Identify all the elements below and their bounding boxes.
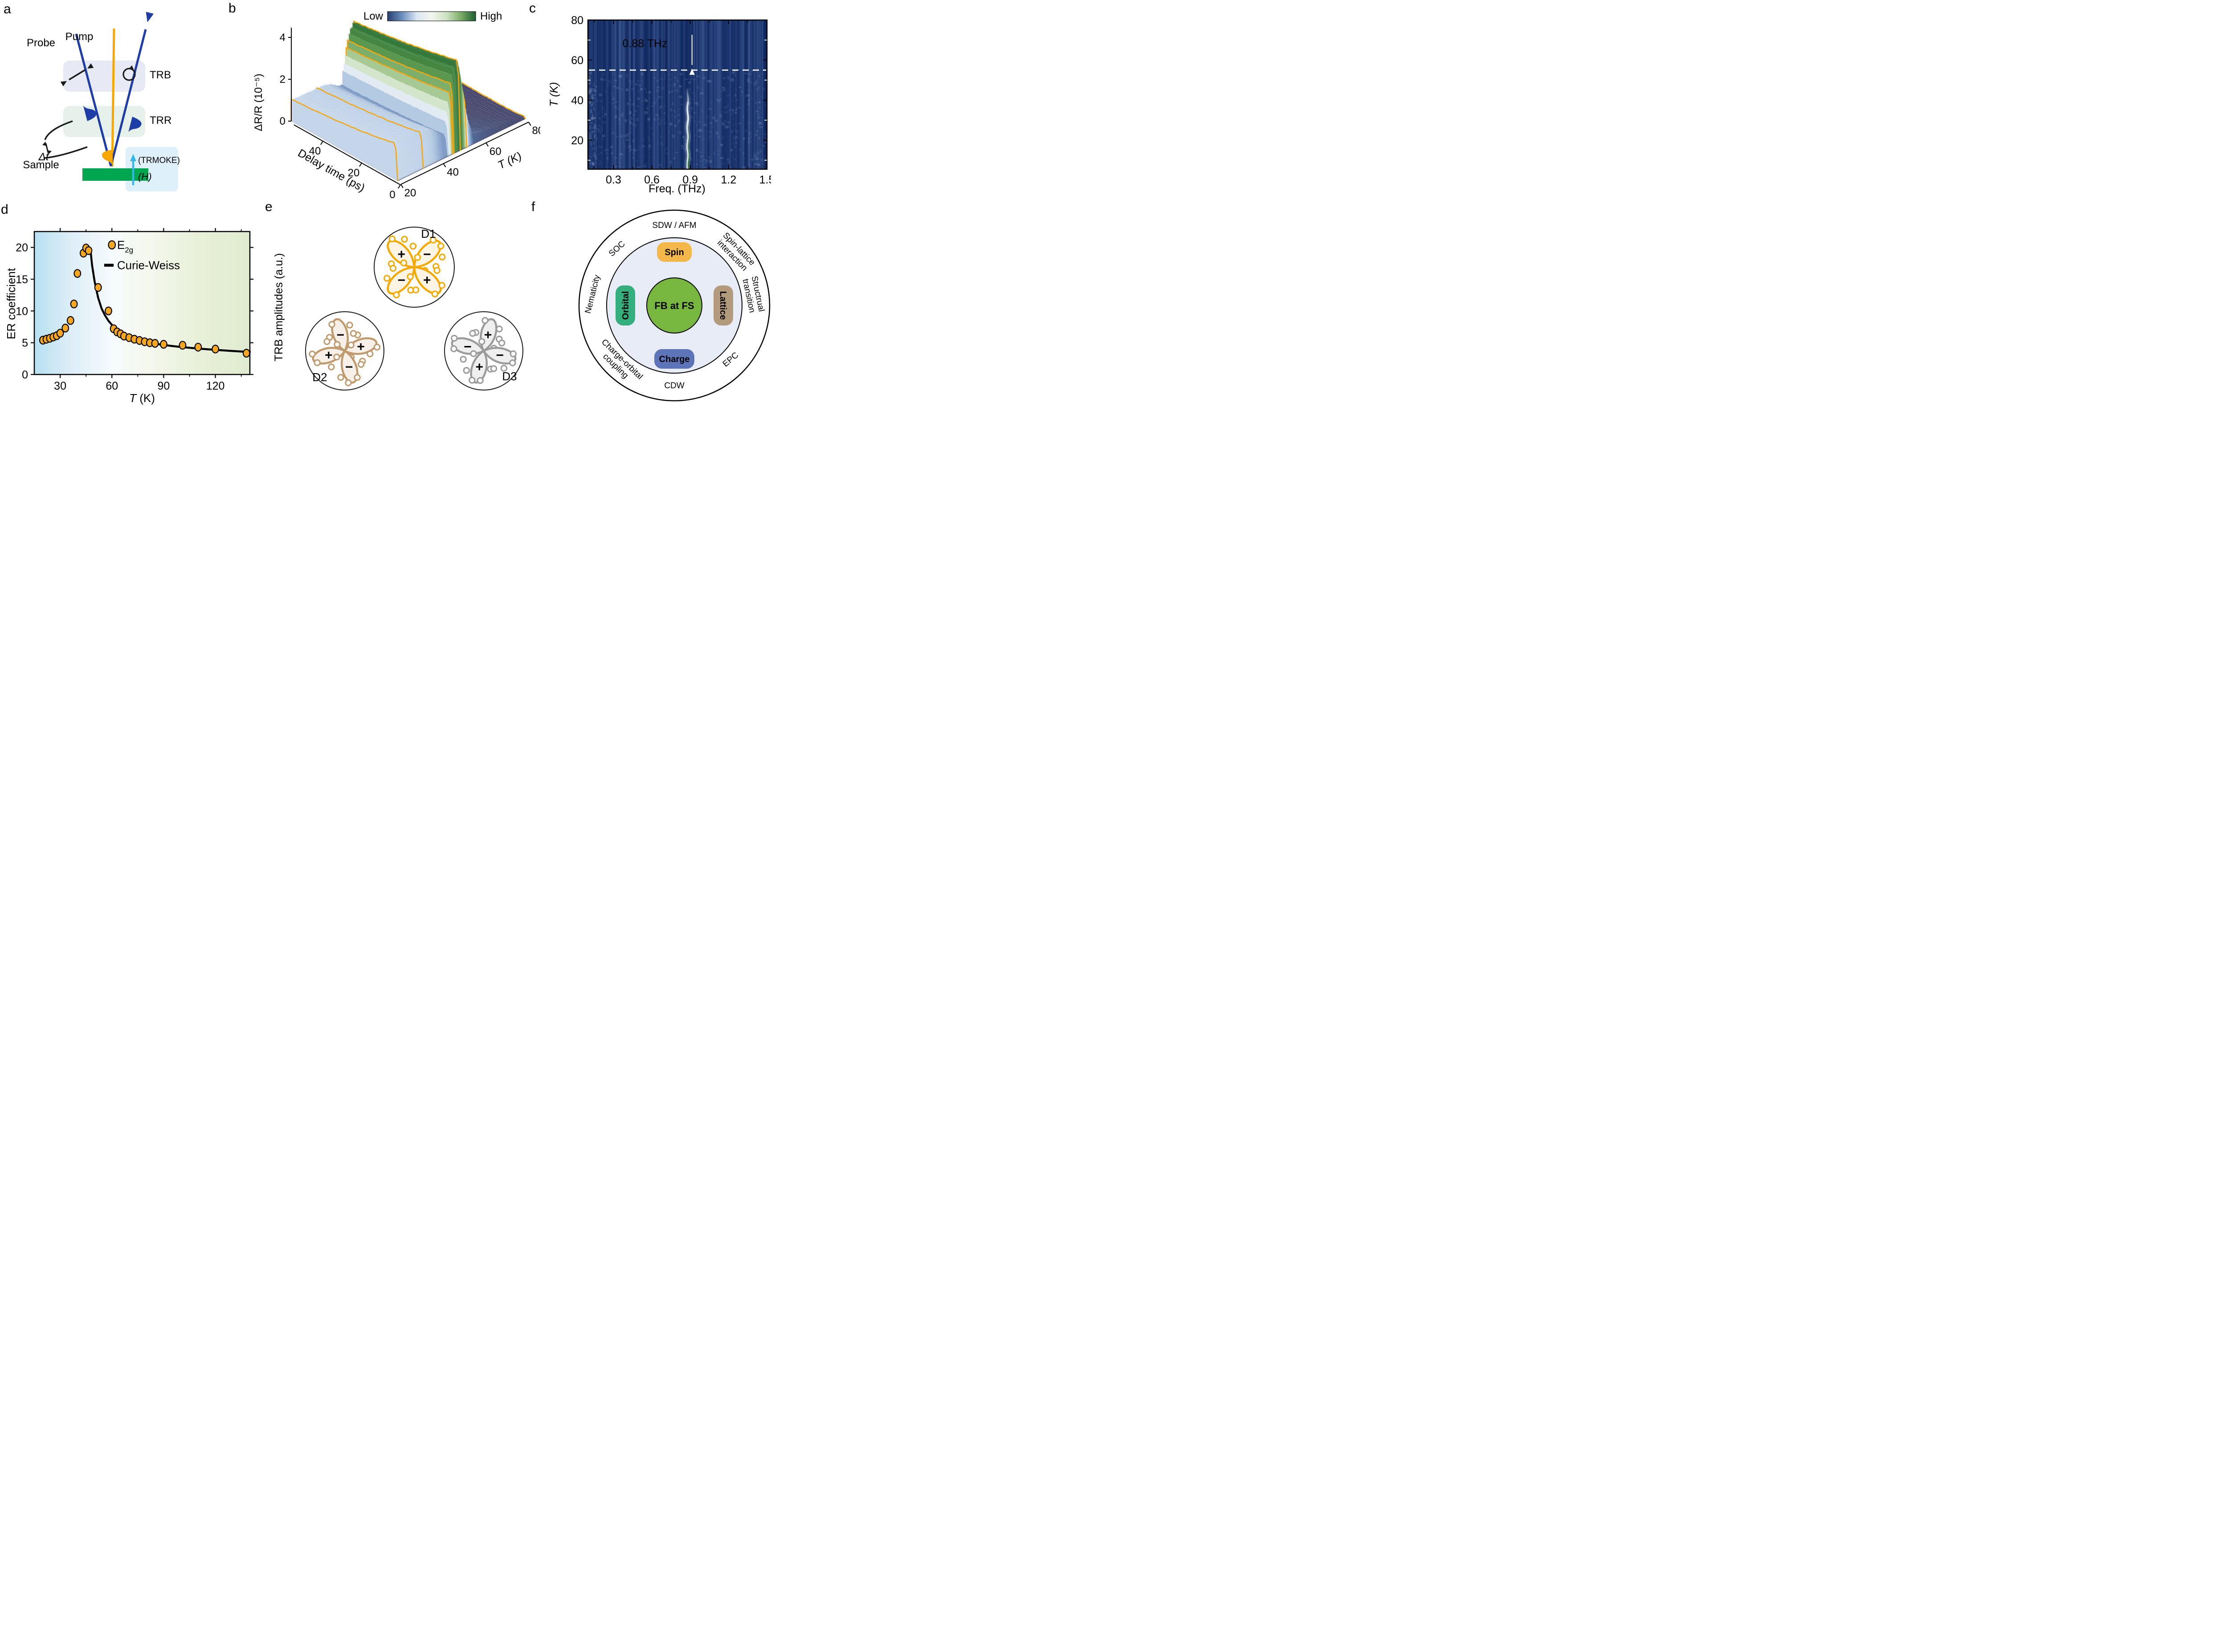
svg-text:80: 80 — [571, 14, 583, 27]
svg-text:CDW: CDW — [664, 381, 684, 391]
svg-text:E2g: E2g — [117, 238, 133, 254]
panel-f-ring-diagram: FB at FS Spin Charge Orbital Lattice SDW / AF… — [578, 209, 771, 402]
svg-text:+: + — [484, 328, 492, 342]
svg-text:4: 4 — [280, 32, 286, 44]
svg-text:−: − — [397, 273, 405, 288]
svg-text:60: 60 — [489, 146, 502, 158]
svg-text:15: 15 — [16, 273, 28, 286]
svg-text:80: 80 — [532, 125, 540, 137]
svg-text:60: 60 — [571, 54, 583, 67]
svg-text:20: 20 — [16, 242, 28, 254]
svg-text:(H): (H) — [138, 171, 152, 182]
svg-text:(TRMOKE): (TRMOKE) — [138, 156, 180, 165]
svg-text:0: 0 — [280, 115, 286, 127]
svg-text:TRB: TRB — [150, 69, 171, 81]
svg-text:D3: D3 — [502, 370, 517, 383]
svg-text:High: High — [480, 10, 502, 22]
panel-e-polar-roses: TRB amplitudes (a.u.) +−+−D2+−+−D3−+− +D1 — [273, 227, 523, 391]
svg-text:TRB amplitudes (a.u.): TRB amplitudes (a.u.) — [273, 253, 285, 361]
svg-text:40: 40 — [447, 166, 459, 178]
svg-text:Freq. (THz): Freq. (THz) — [649, 183, 706, 195]
svg-text:40: 40 — [309, 145, 321, 157]
svg-text:D2: D2 — [312, 370, 327, 384]
svg-text:20: 20 — [404, 187, 416, 199]
svg-text:+: + — [423, 273, 431, 288]
svg-text:20: 20 — [348, 167, 360, 179]
svg-text:0: 0 — [389, 189, 395, 201]
svg-text:D1: D1 — [421, 227, 436, 240]
svg-text:30: 30 — [54, 380, 66, 392]
svg-text:20: 20 — [571, 134, 583, 147]
svg-text:−: − — [345, 360, 353, 374]
svg-text:−: − — [337, 328, 345, 342]
svg-text:+: + — [397, 247, 405, 262]
svg-text:T (K): T (K) — [548, 82, 560, 107]
svg-text:0.88 THz: 0.88 THz — [623, 37, 668, 50]
panel-b-label: b — [228, 1, 236, 16]
svg-text:Charge: Charge — [659, 354, 690, 364]
svg-text:Orbital: Orbital — [621, 291, 631, 320]
svg-text:TRR: TRR — [150, 114, 171, 126]
svg-text:SDW / AFM: SDW / AFM — [652, 221, 696, 230]
svg-text:0.3: 0.3 — [606, 174, 621, 186]
svg-text:0.9: 0.9 — [682, 174, 698, 186]
svg-text:+: + — [357, 339, 365, 354]
svg-text:Sample: Sample — [23, 159, 59, 171]
svg-text:Spin: Spin — [665, 248, 684, 257]
svg-text:−: − — [496, 348, 504, 363]
svg-text:FB at FS: FB at FS — [654, 300, 694, 311]
panel-f-label: f — [531, 199, 535, 214]
svg-text:5: 5 — [22, 337, 28, 350]
svg-text:10: 10 — [16, 305, 28, 317]
svg-text:−: − — [464, 339, 472, 354]
svg-text:60: 60 — [106, 380, 118, 392]
svg-text:Probe: Probe — [27, 37, 55, 49]
svg-text:Curie-Weiss: Curie-Weiss — [117, 259, 180, 272]
svg-text:Low: Low — [363, 10, 383, 22]
panel-c-heatmap-axes: 0.88 THz 0.3 0.6 0.9 1.2 1.5 20 40 60 80 T (K) Freq… — [548, 14, 771, 195]
svg-text:40: 40 — [571, 94, 583, 107]
panel-c-label: c — [529, 1, 536, 16]
svg-text:90: 90 — [157, 380, 170, 392]
panel-a-schematic: Probe Pump TRB TRR Δt (TRMOKE) (H) Sample — [23, 12, 180, 191]
svg-text:Pump: Pump — [65, 31, 94, 43]
panel-d-label: d — [1, 202, 8, 217]
panel-d-scatter-plot: 30 60 90 120 0 5 10 15 20 E2g Curie-Weiss ER coeffi… — [4, 228, 253, 405]
svg-text:1.5: 1.5 — [759, 174, 771, 186]
svg-text:0.6: 0.6 — [644, 174, 660, 186]
panel-e-label: e — [265, 199, 273, 214]
panel-c-heatmap-canvas — [588, 20, 767, 169]
svg-text:Lattice: Lattice — [718, 291, 728, 320]
svg-text:+: + — [476, 360, 484, 374]
figure-page: a b c d e f Probe Pump TRB TRR Δt (TRMOKE) (H)… — [0, 0, 771, 413]
svg-text:−: − — [423, 247, 431, 262]
svg-text:ER coefficient: ER coefficient — [4, 268, 18, 339]
svg-text:120: 120 — [206, 380, 225, 392]
svg-text:1.2: 1.2 — [721, 174, 736, 186]
svg-text:2: 2 — [280, 73, 286, 85]
panel-a-label: a — [4, 2, 11, 16]
svg-text:Δt: Δt — [38, 151, 49, 163]
svg-text:+: + — [325, 348, 333, 363]
svg-text:ΔR/R (10⁻⁵): ΔR/R (10⁻⁵) — [253, 73, 265, 131]
svg-text:T (K): T (K) — [129, 391, 155, 405]
svg-text:0: 0 — [22, 369, 28, 381]
